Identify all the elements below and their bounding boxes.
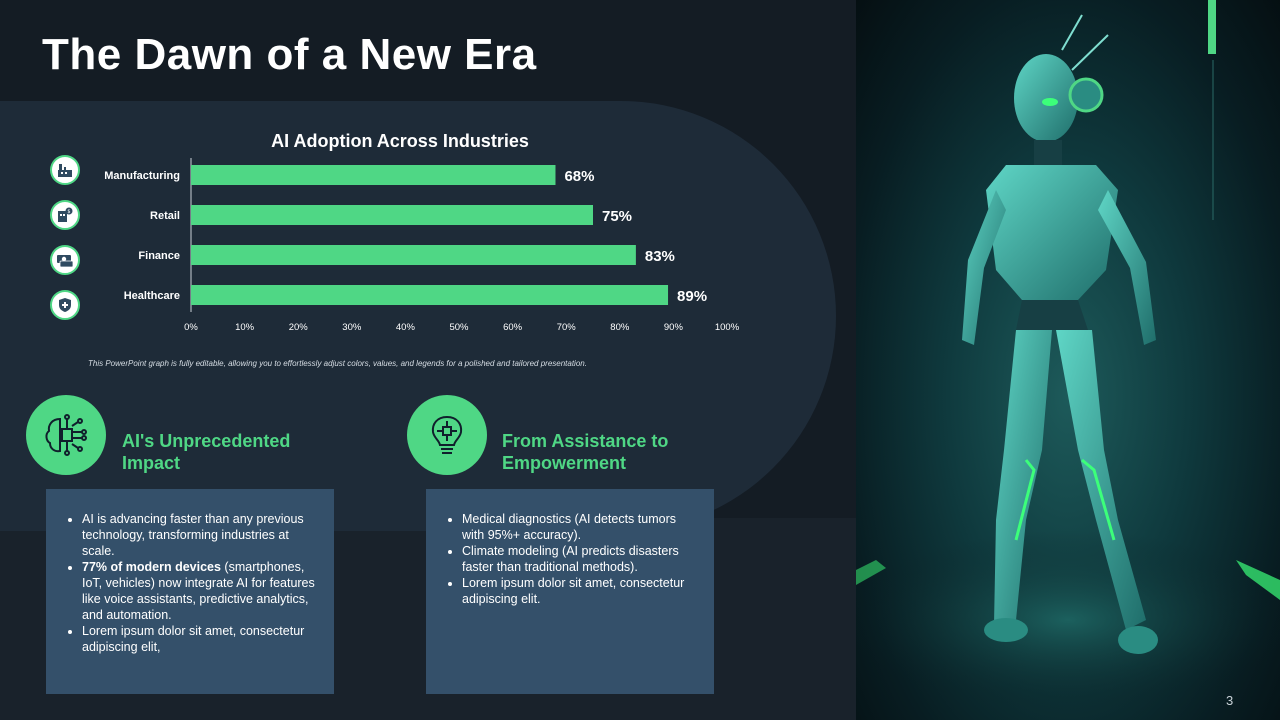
x-tick-label: 80%: [610, 322, 630, 333]
category-label: Healthcare: [124, 290, 180, 302]
retail-store-icon: $: [50, 200, 80, 230]
category-label: Retail: [150, 210, 180, 222]
data-label: 75%: [602, 208, 632, 225]
x-tick-label: 60%: [503, 322, 523, 333]
x-tick-label: 0%: [184, 322, 198, 333]
feature-title-ai-impact: AI's Unprecedented Impact: [122, 430, 290, 474]
bullet-item: AI is advancing faster than any previous…: [82, 511, 320, 559]
factory-icon: [50, 155, 80, 185]
category-label: Finance: [138, 250, 180, 262]
feature-box-ai-impact: AI is advancing faster than any previous…: [46, 489, 334, 694]
brain-lightbulb-icon: [407, 395, 487, 475]
robot-illustration: [856, 0, 1280, 710]
x-tick-label: 90%: [664, 322, 684, 333]
x-tick-label: 70%: [557, 322, 577, 333]
chart-footnote: This PowerPoint graph is fully editable,…: [88, 359, 587, 368]
bar-finance: [191, 245, 636, 265]
bullet-item: Lorem ipsum dolor sit amet, consectetur …: [462, 575, 700, 607]
data-label: 89%: [677, 288, 707, 305]
bullet-item: 77% of modern devices (smartphones, IoT,…: [82, 559, 320, 623]
bullet-item: Medical diagnostics (AI detects tumors w…: [462, 511, 700, 543]
x-tick-label: 10%: [235, 322, 255, 333]
category-label: Manufacturing: [104, 170, 180, 182]
bar-retail: [191, 205, 593, 225]
x-tick-label: 100%: [715, 322, 740, 333]
feature-box-empowerment: Medical diagnostics (AI detects tumors w…: [426, 489, 714, 694]
bullet-item: Lorem ipsum dolor sit amet, consectetur …: [82, 623, 320, 655]
feature-title-line: Empowerment: [502, 453, 627, 473]
bullet-bold-text: 77% of modern devices: [82, 560, 221, 574]
feature-title-line: AI's Unprecedented: [122, 431, 291, 451]
bar-chart: Manufacturing 68% Retail 75% Finance 83% Healt…: [104, 158, 740, 333]
healthcare-shield-icon: [50, 290, 80, 320]
x-tick-label: 20%: [289, 322, 309, 333]
feature-title-line: Impact: [122, 453, 181, 473]
bullet-item: Climate modeling (AI predicts disasters …: [462, 543, 700, 575]
data-label: 68%: [564, 168, 594, 185]
humanoid-robot-image: [856, 0, 1280, 720]
data-label: 83%: [645, 248, 675, 265]
bar-manufacturing: [191, 165, 556, 185]
chart-title: AI Adoption Across Industries: [271, 131, 529, 151]
bullet-text: (smartphones, IoT, vehicles) now integra…: [82, 560, 315, 622]
bar-healthcare: [191, 285, 669, 305]
page-title: The Dawn of a New Era: [42, 30, 537, 79]
feature-title-line: From Assistance to: [502, 431, 669, 451]
page-number: 3: [1226, 693, 1234, 708]
svg-text:$: $: [67, 209, 70, 215]
x-tick-label: 40%: [396, 322, 416, 333]
circuit-brain-icon: [26, 395, 106, 475]
finance-money-icon: [50, 245, 80, 275]
x-tick-label: 50%: [449, 322, 469, 333]
x-tick-label: 30%: [342, 322, 362, 333]
feature-title-empowerment: From Assistance to Empowerment: [502, 430, 668, 474]
